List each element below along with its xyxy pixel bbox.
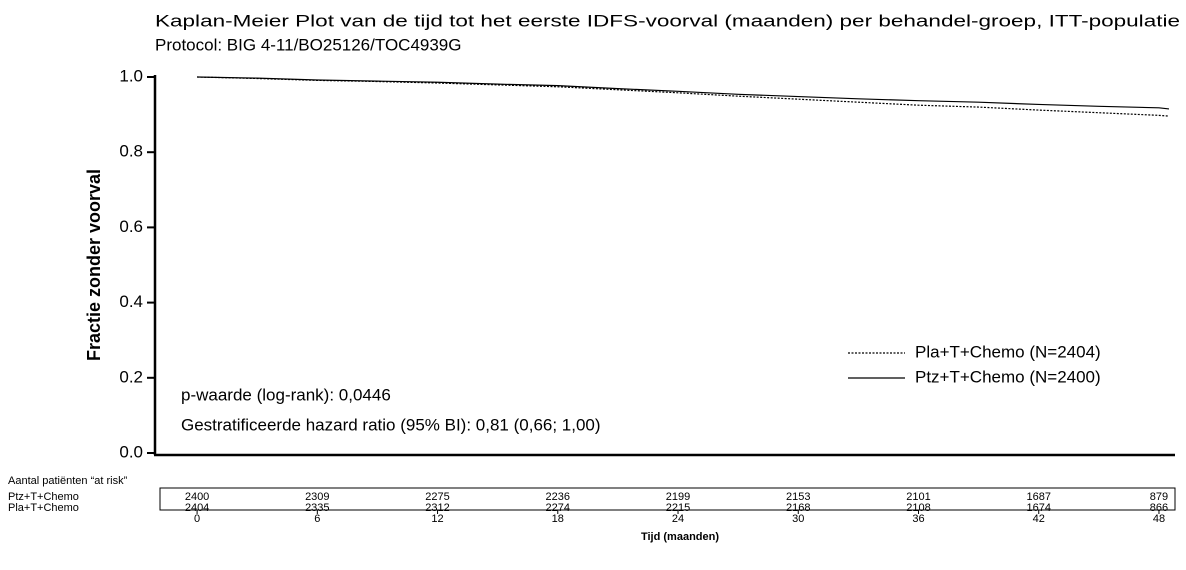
- risk-count: 2199: [666, 491, 690, 503]
- x-tick-label: 6: [314, 513, 320, 525]
- risk-row-label: Ptz+T+Chemo: [8, 491, 79, 503]
- x-tick-label: 30: [792, 513, 804, 525]
- risk-count: 2404: [185, 502, 209, 514]
- annotation: p-waarde (log-rank): 0,0446: [181, 385, 391, 404]
- risk-count: 2400: [185, 491, 209, 503]
- x-axis-label: Tijd (maanden): [641, 531, 719, 543]
- risk-table-box: [159, 487, 1176, 511]
- y-tick-label: 0.4: [119, 292, 143, 311]
- survival-line: [197, 76, 1170, 117]
- risk-count: 1674: [1026, 502, 1050, 514]
- risk-count: 2153: [786, 491, 810, 503]
- annotation: Gestratificeerde hazard ratio (95% BI): …: [181, 415, 601, 434]
- risk-count: 2236: [546, 491, 570, 503]
- legend-label: Pla+T+Chemo (N=2404): [915, 342, 1101, 361]
- x-tick-label: 24: [672, 513, 684, 525]
- risk-count: 2275: [425, 491, 449, 503]
- y-axis-label: Fractie zonder voorval: [84, 169, 104, 361]
- risk-table-title: Aantal patiënten “at risk”: [8, 475, 128, 487]
- chart-title: Kaplan-Meier Plot van de tijd tot het ee…: [155, 11, 1180, 30]
- risk-count: 2168: [786, 502, 810, 514]
- y-tick-label: 0.2: [119, 367, 143, 386]
- x-tick-label: 0: [194, 513, 200, 525]
- y-tick-label: 0.6: [119, 217, 143, 236]
- risk-count: 2312: [425, 502, 449, 514]
- chart-subtitle: Protocol: BIG 4-11/BO25126/TOC4939G: [155, 35, 461, 54]
- x-tick-label: 42: [1033, 513, 1045, 525]
- survival-line: [197, 76, 1170, 110]
- x-tick-label: 48: [1153, 513, 1165, 525]
- risk-count: 879: [1150, 491, 1168, 503]
- risk-count: 2335: [305, 502, 329, 514]
- x-tick-label: 36: [912, 513, 924, 525]
- risk-count: 2101: [906, 491, 930, 503]
- risk-count: 2309: [305, 491, 329, 503]
- risk-row-label: Pla+T+Chemo: [8, 502, 79, 514]
- legend-label: Ptz+T+Chemo (N=2400): [915, 367, 1101, 386]
- y-tick-label: 0.8: [119, 142, 143, 161]
- x-tick-label: 12: [431, 513, 443, 525]
- y-tick-label: 1.0: [119, 66, 143, 85]
- x-tick-label: 18: [552, 513, 564, 525]
- risk-count: 1687: [1026, 491, 1050, 503]
- y-tick-label: 0.0: [119, 442, 143, 461]
- risk-count: 2108: [906, 502, 930, 514]
- risk-count: 2274: [546, 502, 570, 514]
- risk-count: 866: [1150, 502, 1168, 514]
- risk-count: 2215: [666, 502, 690, 514]
